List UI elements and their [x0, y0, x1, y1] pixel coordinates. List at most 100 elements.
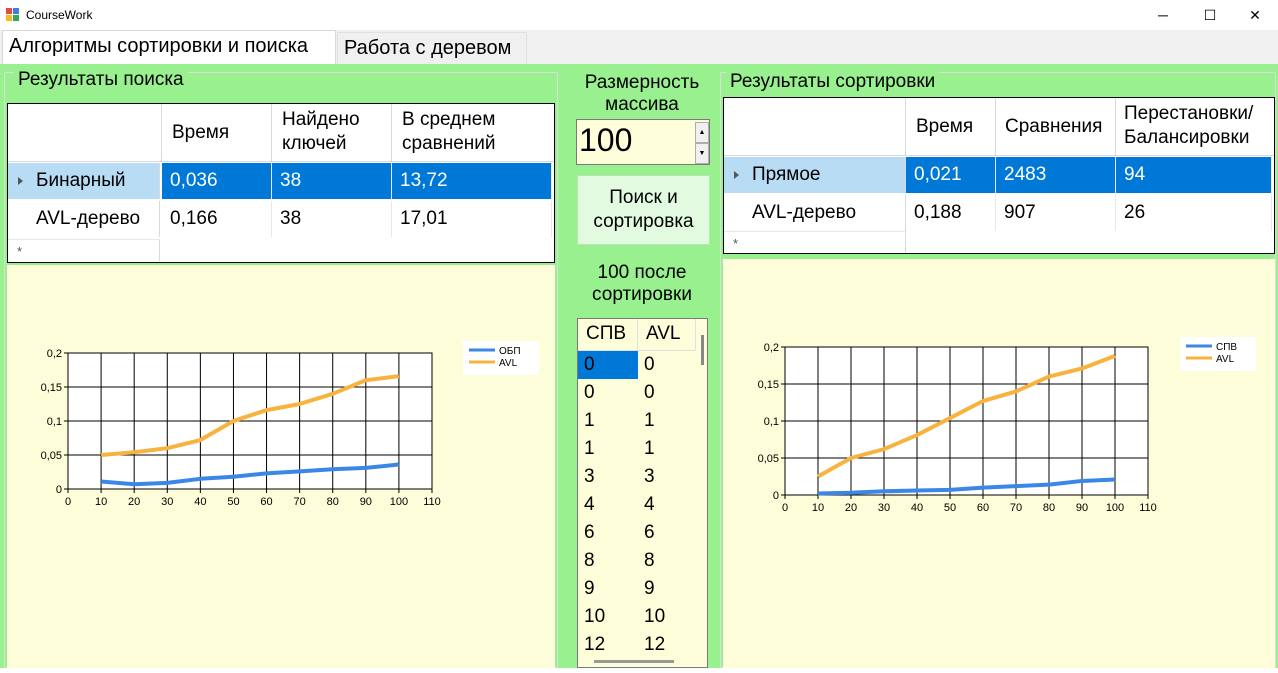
y-tick-label: 0,15	[41, 382, 62, 394]
x-tick-label: 100	[390, 496, 408, 508]
search-results-grid[interactable]: Время Найдено ключей В среднем сравнений…	[7, 103, 555, 263]
row-header-avl[interactable]: AVL-дерево	[8, 201, 160, 237]
series-line	[100, 462, 400, 487]
list-item[interactable]: 0	[644, 382, 655, 403]
x-tick-label: 40	[194, 496, 206, 508]
grid-corner-header	[724, 98, 906, 156]
column-header-keys-found[interactable]: Найдено ключей	[272, 104, 392, 162]
y-tick-label: 0	[56, 484, 62, 496]
list-item[interactable]: 12	[644, 634, 666, 655]
table-cell[interactable]: 38	[272, 163, 392, 199]
row-label: AVL-дерево	[752, 202, 857, 223]
row-header-direct[interactable]: Прямое	[724, 157, 906, 193]
list-item[interactable]: 6	[584, 522, 595, 543]
search-and-sort-button[interactable]: Поиск и сортировка	[577, 175, 710, 245]
search-time-chart: 0 10 20 30 40 50 60 70 80 90 100 110 0 0,05 0,1 0,15 0,2…	[41, 341, 539, 508]
list-item[interactable]: 0	[584, 382, 595, 403]
list-item[interactable]: 0	[644, 354, 655, 375]
list-item[interactable]: 0	[578, 351, 638, 379]
column-header-comparisons[interactable]: Сравнения	[996, 98, 1116, 156]
x-tick-label: 80	[1043, 502, 1055, 514]
list-item[interactable]: 8	[644, 550, 655, 571]
list-item[interactable]: 3	[584, 466, 595, 487]
column-header-avg-comparisons[interactable]: В среднем сравнений	[392, 104, 554, 162]
row-label: Бинарный	[36, 170, 126, 191]
list-item[interactable]: 1	[584, 438, 595, 459]
y-tick-label: 0,05	[41, 450, 62, 462]
x-tick-label: 50	[944, 502, 956, 514]
x-tick-label: 40	[911, 502, 923, 514]
list-item[interactable]: 9	[644, 578, 655, 599]
list-item[interactable]: 4	[584, 494, 595, 515]
y-tick-label: 0,1	[764, 416, 779, 428]
horizontal-scrollbar-thumb[interactable]	[594, 660, 674, 663]
table-cell[interactable]: 17,01	[392, 201, 552, 237]
list-item[interactable]: 6	[644, 522, 655, 543]
current-row-arrow-icon	[734, 171, 739, 179]
x-tick-label: 30	[161, 496, 173, 508]
list-item[interactable]: 1	[644, 410, 655, 431]
list-item[interactable]: 3	[644, 466, 655, 487]
vertical-scrollbar-thumb[interactable]	[701, 335, 704, 365]
list-item[interactable]: 12	[584, 634, 606, 655]
legend-label: ОБП	[499, 346, 521, 357]
legend	[463, 341, 539, 375]
sort-results-grid[interactable]: Время Сравнения Перестановки/ Балансиров…	[723, 97, 1275, 254]
table-cell[interactable]: 26	[1116, 195, 1272, 231]
sort-time-chart: 0 10 20 30 40 50 60 70 80 90 100 110 0 0,05 0,1 0,15 0,2…	[758, 337, 1256, 514]
column-header-time[interactable]: Время	[162, 104, 272, 162]
list-item[interactable]: 8	[584, 550, 595, 571]
table-cell[interactable]: 2483	[996, 157, 1116, 193]
list-item[interactable]: 10	[584, 606, 606, 627]
sort-chart: 0 10 20 30 40 50 60 70 80 90 100 110 0 0,05 0,1 0,15 0,2…	[723, 259, 1275, 668]
x-tick-label: 70	[1010, 502, 1022, 514]
list-header-spv[interactable]: СПВ	[578, 319, 638, 351]
table-cell[interactable]: 0,166	[162, 201, 272, 237]
x-tick-label: 10	[812, 502, 824, 514]
new-row-header[interactable]: *	[724, 231, 906, 253]
table-cell[interactable]: 0,036	[162, 163, 272, 199]
list-item[interactable]: 1	[644, 438, 655, 459]
table-cell[interactable]: 907	[996, 195, 1116, 231]
table-cell[interactable]: 0,188	[906, 195, 996, 231]
x-tick-label: 20	[128, 496, 140, 508]
table-cell[interactable]: 13,72	[392, 163, 552, 199]
table-cell[interactable]: 94	[1116, 157, 1272, 193]
x-tick-label: 0	[782, 502, 788, 514]
column-header-time[interactable]: Время	[906, 98, 996, 156]
new-row-icon: *	[733, 236, 739, 251]
list-item[interactable]: 4	[644, 494, 655, 515]
minimize-button[interactable]: ─	[1158, 7, 1168, 23]
table-cell[interactable]: 0,021	[906, 157, 996, 193]
x-tick-label: 10	[95, 496, 107, 508]
new-row-header[interactable]: *	[8, 239, 160, 261]
spin-up-button[interactable]: ▲	[695, 122, 709, 143]
list-item[interactable]: 10	[644, 606, 666, 627]
maximize-button[interactable]: ☐	[1203, 6, 1217, 23]
list-header-avl[interactable]: AVL	[638, 319, 696, 351]
list-item[interactable]: 1	[584, 410, 595, 431]
list-item[interactable]: 9	[584, 578, 595, 599]
close-button[interactable]: ✕	[1249, 6, 1261, 23]
y-tick-label: 0,05	[758, 453, 779, 465]
tab-tree[interactable]: Работа с деревом	[337, 32, 527, 64]
table-cell[interactable]: 38	[272, 201, 392, 237]
column-header-swaps[interactable]: Перестановки/ Балансировки	[1116, 98, 1274, 156]
row-header-avl[interactable]: AVL-дерево	[724, 195, 906, 231]
array-size-input[interactable]: 100 ▲ ▼	[576, 119, 710, 165]
legend-label: AVL	[499, 358, 518, 369]
x-tick-label: 60	[977, 502, 989, 514]
x-tick-label: 30	[878, 502, 890, 514]
legend-label: AVL	[1216, 354, 1235, 365]
search-chart: 0 10 20 30 40 50 60 70 80 90 100 110 0 0,05 0,1 0,15 0,2…	[7, 265, 555, 668]
spin-down-button[interactable]: ▼	[695, 143, 709, 164]
tab-strip: Алгоритмы сортировки и поиска Работа с д…	[0, 30, 1278, 64]
tab-page: Результаты поиска Время Найдено ключей В…	[0, 64, 1278, 668]
row-header-binary[interactable]: Бинарный	[8, 163, 160, 199]
x-tick-label: 0	[65, 496, 71, 508]
sorted-list[interactable]: СПВ AVL 0 0 0 0 1 1 1 1 3 3 4 4 6 6 8 8 9 9 10 10 12 12	[577, 318, 708, 668]
series-line	[817, 477, 1116, 496]
x-tick-label: 110	[1139, 502, 1157, 514]
array-size-label: Размерность массива	[584, 72, 700, 115]
tab-sort-search[interactable]: Алгоритмы сортировки и поиска	[2, 30, 336, 64]
